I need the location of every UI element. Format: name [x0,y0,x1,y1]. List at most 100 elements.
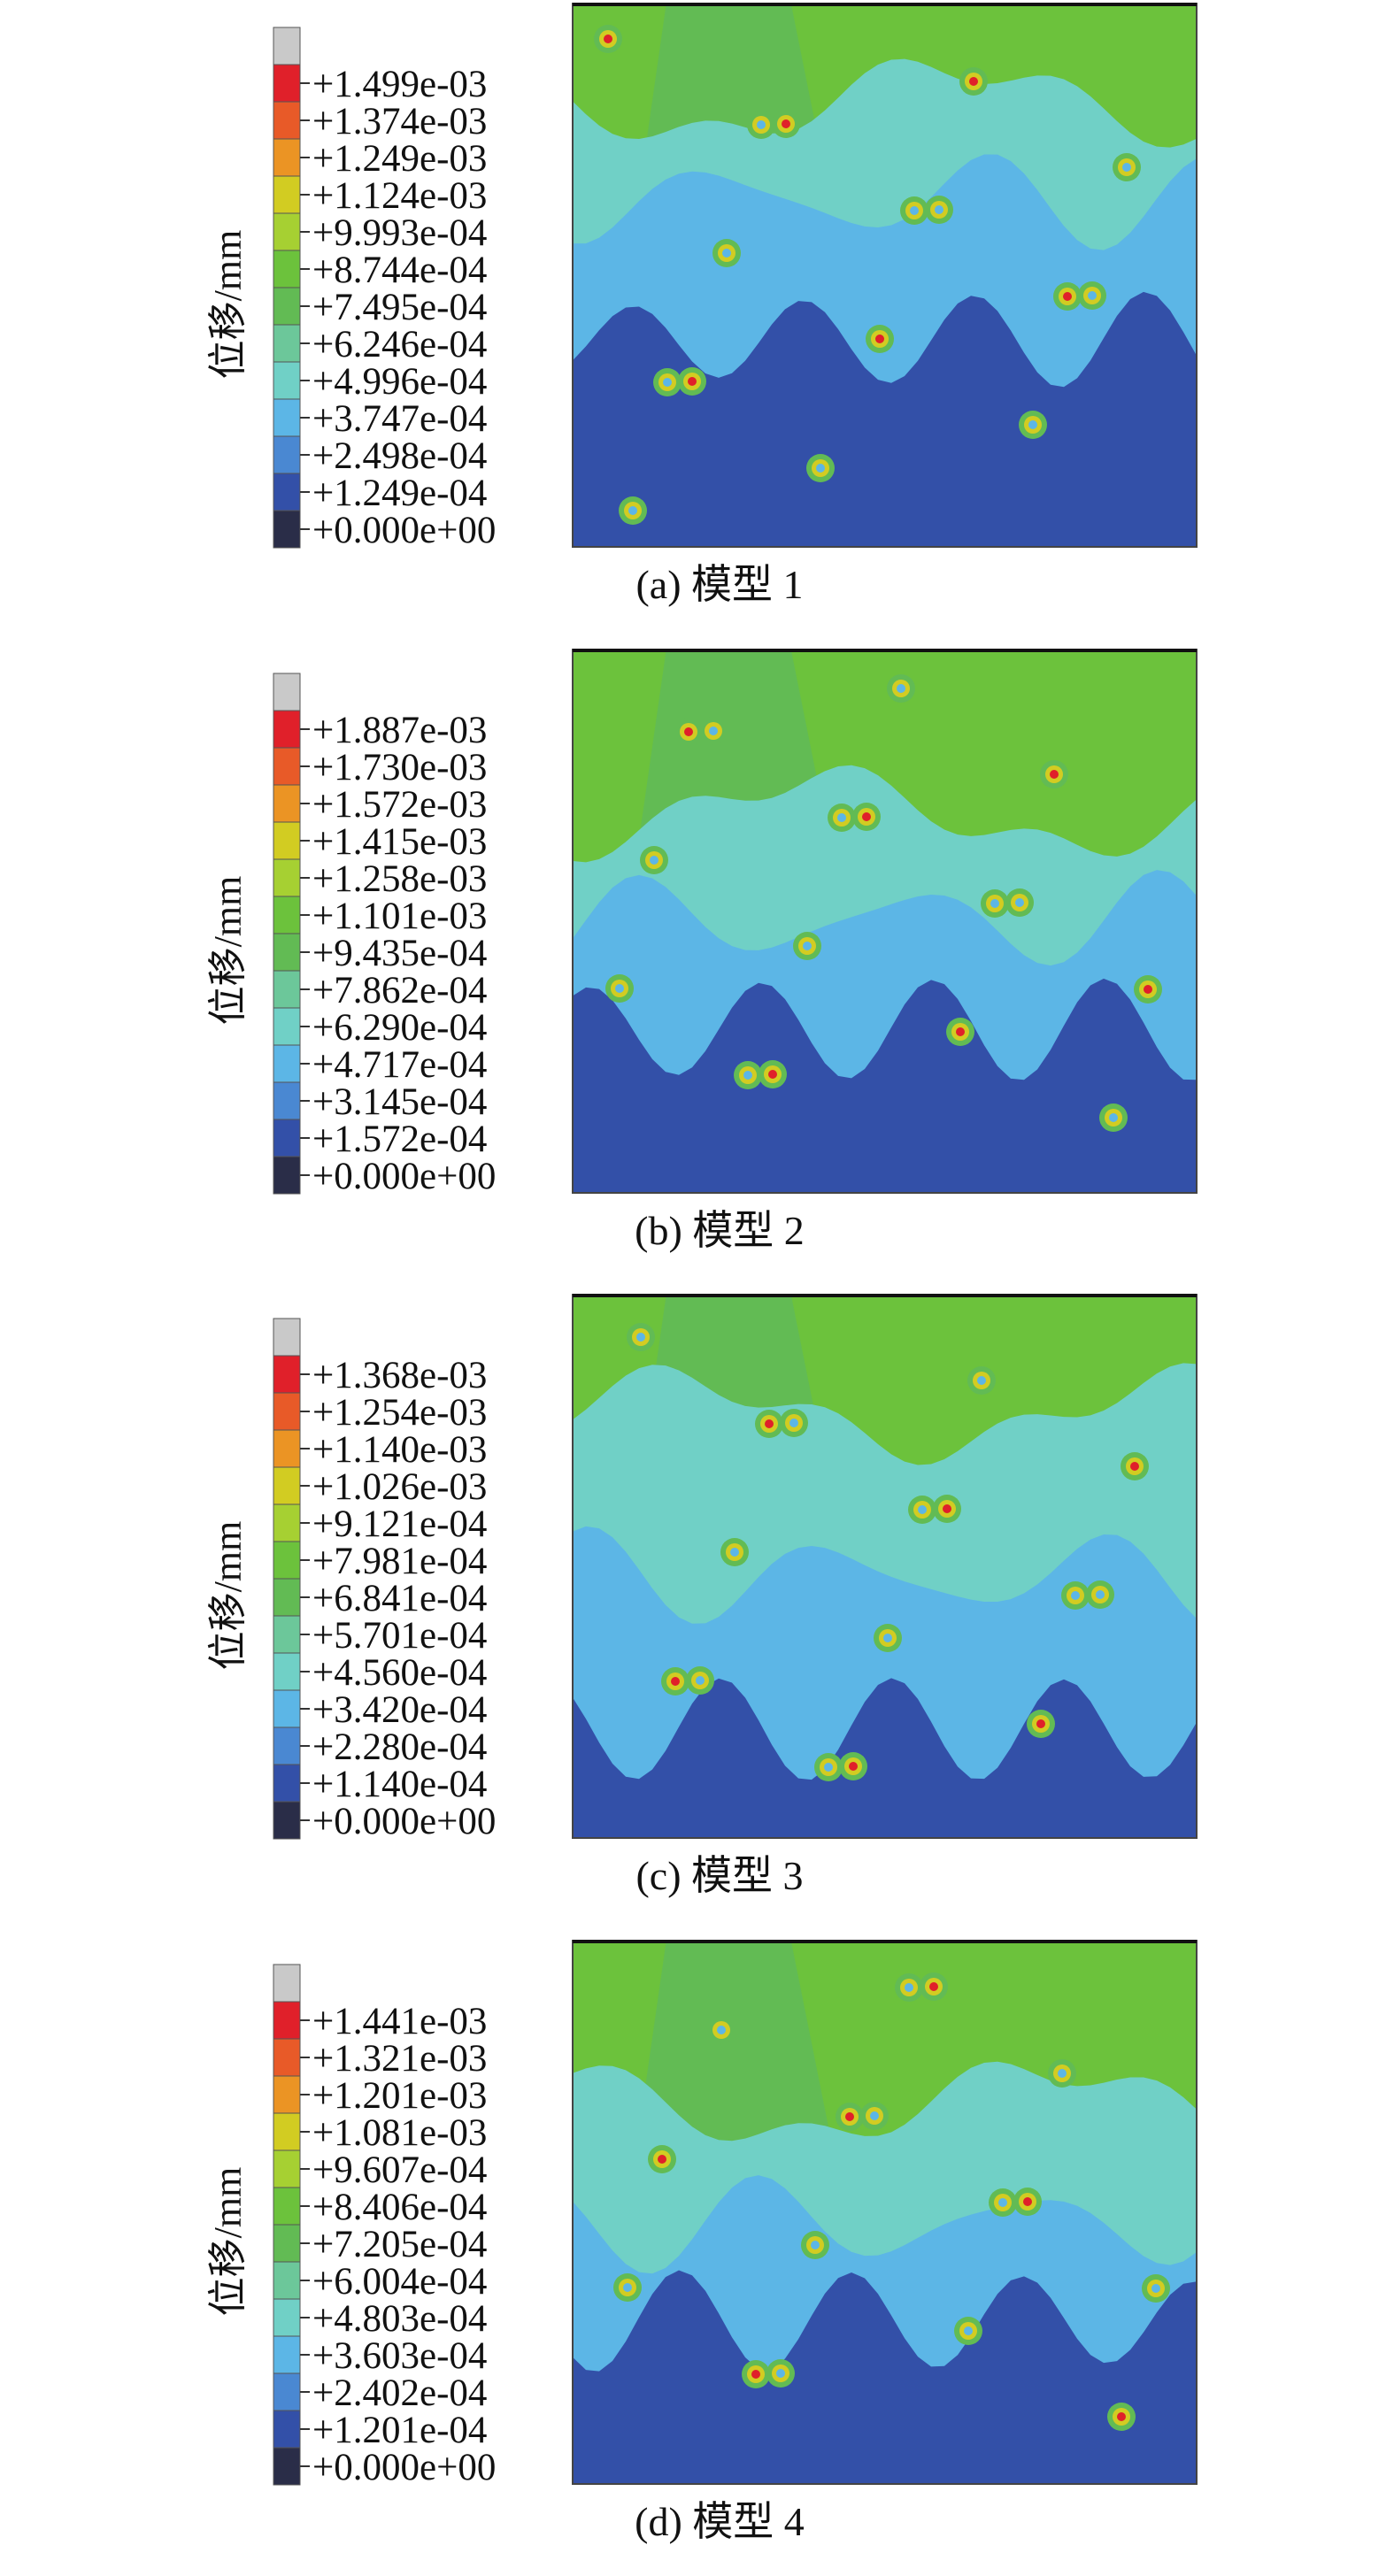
hotspot [849,1762,858,1771]
legend-label: +7.981e-04 [312,1541,487,1582]
hotspot [623,2283,632,2292]
colorbar-box [273,2298,301,2337]
hotspot [1151,2284,1160,2293]
colorbar-box [273,1541,301,1580]
colorbar-box [273,1964,301,2003]
hotspot [717,2026,726,2034]
colorbar-box [273,138,301,177]
hotspot [636,1333,645,1342]
legend-label: +1.124e-03 [312,175,487,217]
caption: (c) 模型 3 [635,1853,803,1898]
legend-label: +1.572e-03 [312,784,487,826]
colorbar-box [273,2447,301,2486]
colorbar-box [273,1801,301,1840]
legend-label: +4.803e-04 [312,2298,487,2340]
colorbar-box [273,821,301,860]
legend-label: +1.368e-03 [312,1355,487,1396]
caption: (d) 模型 4 [635,2499,805,2544]
colorbar-box [273,1044,301,1083]
legend-label: +7.495e-04 [312,287,487,328]
colorbar-box [273,1726,301,1765]
legend-label: +1.081e-03 [312,2112,487,2154]
colorbar-box [273,64,301,103]
hotspot [883,1634,892,1642]
hotspot [956,1027,965,1036]
legend-label: +1.254e-03 [312,1392,487,1434]
hotspot [1130,1462,1139,1471]
legend-label: +1.201e-04 [312,2410,487,2451]
legend-label: +6.290e-04 [312,1007,487,1049]
legend-label: +1.499e-03 [312,64,487,105]
hotspot [789,1419,798,1427]
legend-label: +5.701e-04 [312,1615,487,1657]
panel: 位移/mm +1.887e-03+1.730e-03+1.572e-03+1.41… [206,649,1198,1253]
colorbar-box [273,510,301,549]
hotspot [1109,1113,1118,1122]
hotspot [604,35,612,43]
colorbar-box [273,2187,301,2226]
hotspot [870,2111,879,2120]
hotspot [650,856,658,865]
hotspot [910,206,919,215]
legend-label: +3.145e-04 [312,1081,487,1123]
hotspot [1023,2197,1032,2206]
hotspot [684,727,693,736]
field-band [573,978,1197,1193]
colorbar-box [273,2372,301,2411]
colorbar-box [273,1119,301,1157]
legend-label: +1.101e-03 [312,896,487,937]
hotspot [1117,2412,1126,2421]
colorbar-box [273,398,301,437]
colorbar-box [273,1007,301,1046]
hotspot [1058,2069,1067,2078]
hotspot [990,899,999,908]
hotspot [1050,770,1059,779]
colorbar-box [273,1689,301,1728]
legend-label: +1.415e-03 [312,821,487,863]
colorbar-box [273,1503,301,1542]
hotspot [709,727,718,735]
legend-label: +6.004e-04 [312,2261,487,2303]
colorbar-box [273,324,301,363]
hotspot [977,1376,986,1385]
contour-field [573,4,1197,547]
legend-label: +4.560e-04 [312,1652,487,1694]
hotspot [845,2112,854,2121]
legend-label: +1.441e-03 [312,2001,487,2042]
legend-label: +1.374e-03 [312,101,487,142]
legend-label: +1.249e-04 [312,473,487,514]
hotspot [998,2198,1007,2207]
colorbar-box [273,1392,301,1431]
legend-label: +9.121e-04 [312,1503,487,1545]
hotspot [765,1419,774,1428]
contour-field [573,650,1197,1193]
colorbar-box [273,896,301,934]
colorbar-box [273,250,301,288]
legend-label: +1.887e-03 [312,710,487,751]
hotspot [1088,291,1097,300]
colorbar-box [273,2261,301,2300]
field-band [573,291,1197,547]
legend-label: +8.406e-04 [312,2187,487,2228]
contour-field [573,1941,1197,2484]
legend-label: +8.744e-04 [312,250,487,291]
colorbar-box [273,710,301,749]
colorbar-box [273,2149,301,2188]
colorbar-box [273,473,301,511]
legend-label: +4.717e-04 [312,1044,487,1086]
legend-label: +0.000e+00 [312,510,496,551]
legend-label: +2.402e-04 [312,2372,487,2414]
colorbar-box [273,1081,301,1120]
legend-label: +1.730e-03 [312,747,487,788]
colorbar-box [273,2001,301,2040]
hotspot [663,378,672,387]
colorbar-box [273,2075,301,2114]
legend-label: +2.280e-04 [312,1726,487,1768]
hotspot [803,942,812,950]
colorbar-box [273,1578,301,1617]
legend-label: +1.572e-04 [312,1119,487,1160]
caption: (a) 模型 1 [635,562,803,607]
legend-label: +0.000e+00 [312,1156,496,1197]
field-band [635,1941,836,2158]
